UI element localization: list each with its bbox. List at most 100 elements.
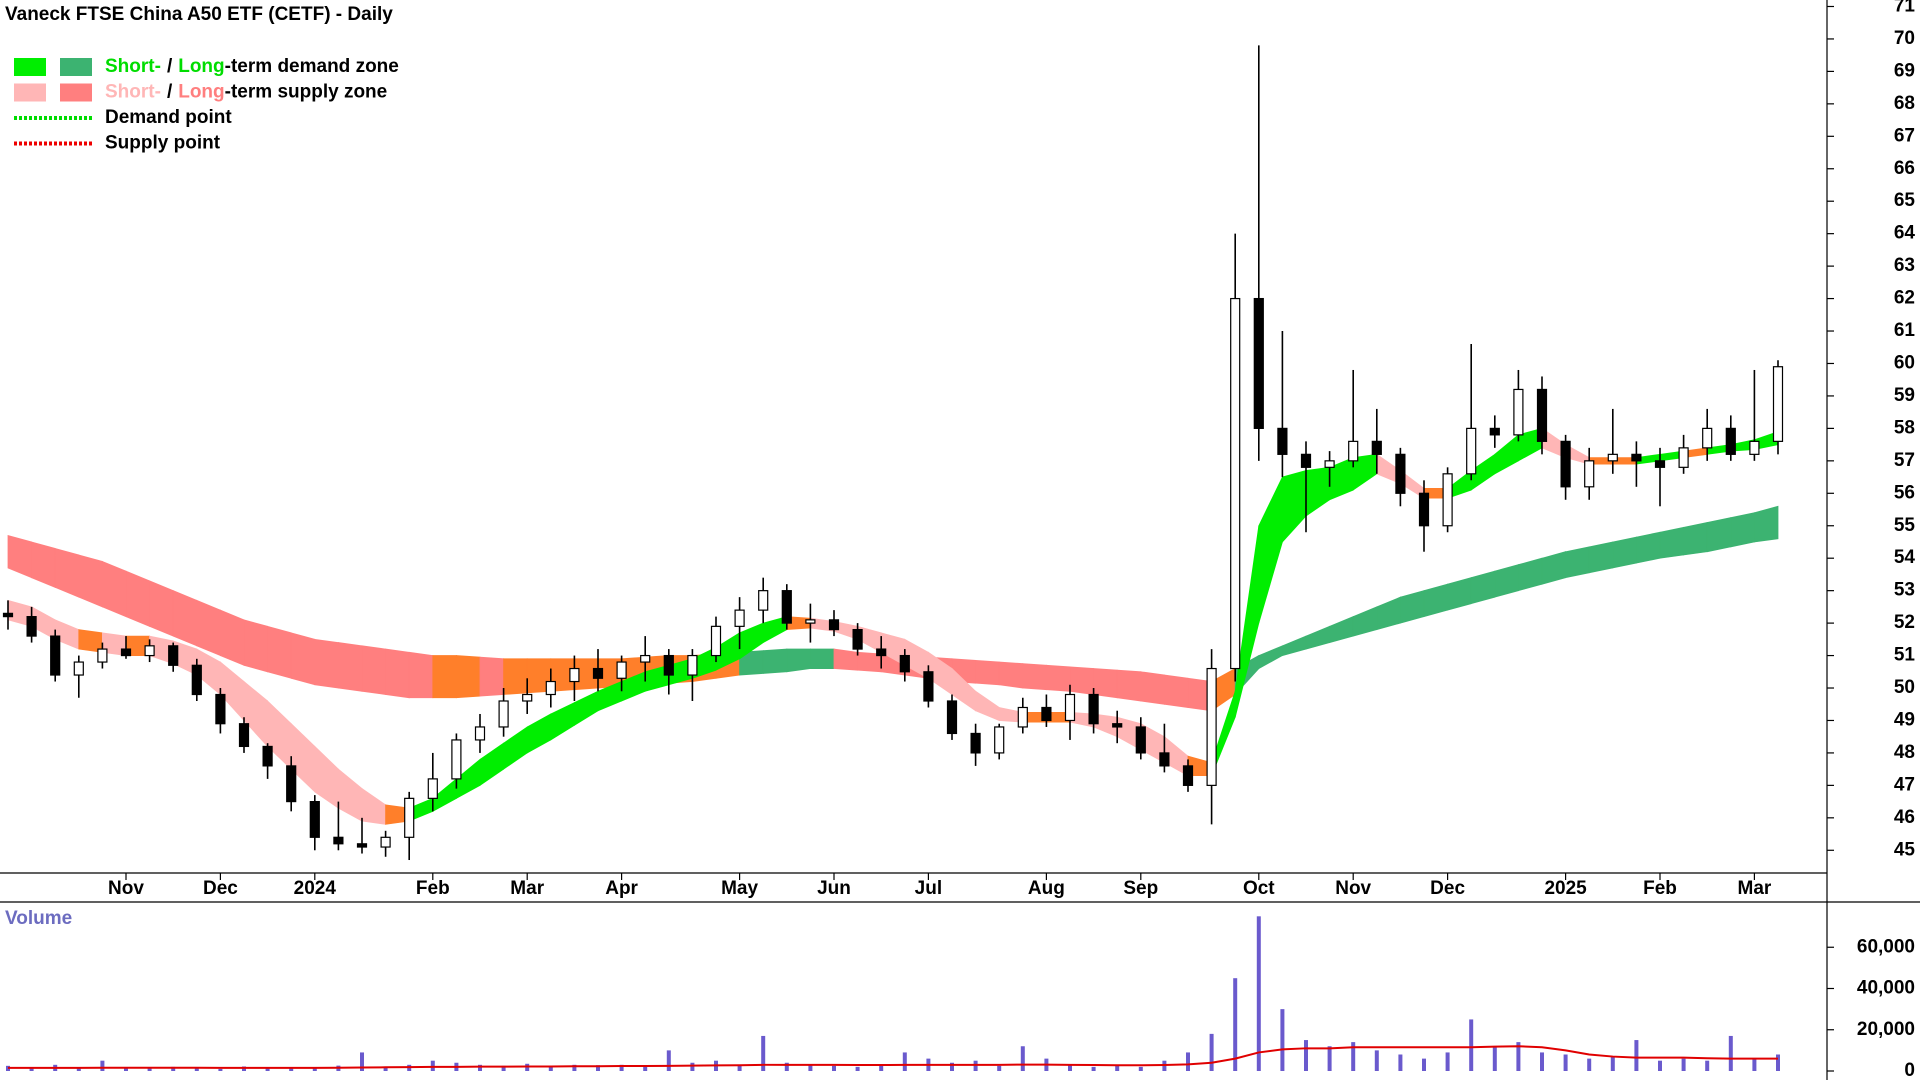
long-zone-segment bbox=[337, 642, 363, 692]
volume-bar bbox=[289, 1067, 294, 1071]
legend-label: Short- / Long-term supply zone bbox=[105, 82, 387, 103]
long-zone-segment bbox=[243, 619, 269, 673]
volume-bar bbox=[1610, 1056, 1615, 1071]
volume-bar bbox=[29, 1067, 34, 1071]
x-tick-label: Jul bbox=[915, 878, 942, 899]
candle-body bbox=[1230, 297, 1241, 670]
volume-title: Volume bbox=[5, 908, 72, 929]
volume-bar bbox=[619, 1064, 624, 1071]
volume-bar bbox=[1091, 1066, 1096, 1071]
long-zone-segment bbox=[219, 609, 245, 666]
legend-swatch bbox=[60, 58, 92, 76]
candle-body bbox=[687, 654, 698, 676]
chart-title: Vaneck FTSE China A50 ETF (CETF) - Daily bbox=[5, 4, 393, 25]
volume-bar bbox=[761, 1035, 766, 1071]
candle-body bbox=[1182, 765, 1194, 786]
candle-body bbox=[710, 625, 722, 657]
volume-bar bbox=[312, 1068, 317, 1071]
candle-body bbox=[474, 726, 486, 741]
legend-text-part: / bbox=[167, 82, 173, 103]
candle-body bbox=[1607, 453, 1618, 462]
y-tick-label: 46 bbox=[1894, 807, 1915, 828]
x-tick-label: 2025 bbox=[1544, 878, 1587, 899]
long-zone-segment bbox=[1046, 664, 1071, 692]
legend-label: Demand point bbox=[105, 107, 232, 128]
candle-body bbox=[1088, 693, 1099, 725]
volume-bar bbox=[1705, 1060, 1710, 1071]
long-zone-segment bbox=[149, 580, 174, 637]
y-tick-label: 51 bbox=[1894, 645, 1916, 666]
y-tick-label: 54 bbox=[1894, 547, 1916, 568]
candle-body bbox=[876, 648, 887, 657]
volume-bar bbox=[100, 1060, 105, 1071]
long-zone-segment bbox=[290, 632, 316, 686]
x-tick-label: May bbox=[721, 878, 758, 899]
volume-bar bbox=[1115, 1065, 1120, 1071]
y-tick-label: 47 bbox=[1894, 774, 1915, 795]
volume-bar bbox=[1233, 978, 1238, 1071]
volume-bar bbox=[1752, 1058, 1757, 1071]
long-zone-segment bbox=[1093, 668, 1118, 699]
volume-bar bbox=[194, 1067, 199, 1071]
candle-body bbox=[1395, 453, 1406, 494]
candle-body bbox=[522, 693, 533, 702]
volume-bar bbox=[950, 1062, 954, 1071]
legend-text-part: Demand point bbox=[105, 107, 232, 128]
volume-average-line bbox=[8, 1045, 1778, 1069]
long-zone-segment bbox=[408, 651, 434, 699]
volume-bar bbox=[643, 1065, 648, 1071]
candle-body bbox=[640, 654, 651, 663]
volume-bar bbox=[832, 1065, 836, 1071]
long-zone-segment bbox=[1588, 541, 1614, 574]
candle-body bbox=[168, 645, 179, 666]
volume-bar bbox=[1492, 1046, 1497, 1071]
y-tick-label: 53 bbox=[1894, 580, 1915, 601]
y-tick-label: 45 bbox=[1894, 839, 1916, 860]
long-zone-segment bbox=[1140, 671, 1165, 705]
candle-body bbox=[1678, 447, 1689, 468]
candle-body bbox=[1725, 427, 1736, 455]
y-tick-label: 58 bbox=[1894, 417, 1915, 438]
candle-body bbox=[1159, 752, 1170, 767]
volume-bar bbox=[1563, 1054, 1568, 1071]
long-zone-segment bbox=[1636, 531, 1661, 564]
candle-body bbox=[1654, 460, 1666, 468]
y-tick-label: 56 bbox=[1894, 482, 1915, 503]
candle-body bbox=[380, 836, 391, 848]
long-zone-segment bbox=[1706, 517, 1732, 553]
legend-text-part: Supply point bbox=[105, 133, 221, 154]
candle-body bbox=[97, 648, 108, 663]
candle-body bbox=[852, 628, 863, 650]
candle-body bbox=[191, 664, 202, 696]
y-tick-label: 50 bbox=[1894, 677, 1915, 698]
candle-body bbox=[805, 619, 816, 624]
long-zone-segment bbox=[125, 570, 151, 627]
volume-bar bbox=[690, 1062, 695, 1071]
long-zone-segment bbox=[810, 648, 835, 669]
candle-body bbox=[592, 667, 604, 679]
y-tick-label: 67 bbox=[1894, 125, 1915, 146]
volume-bar bbox=[855, 1066, 860, 1071]
candle-body bbox=[1324, 460, 1335, 468]
long-zone-segment bbox=[1565, 546, 1590, 579]
volume-bar bbox=[1516, 1042, 1521, 1071]
volume-bar bbox=[902, 1052, 907, 1071]
candle-body bbox=[970, 732, 981, 754]
long-zone-segment bbox=[975, 660, 1000, 686]
candle-body bbox=[1041, 706, 1052, 722]
y-tick-label: 66 bbox=[1894, 158, 1915, 179]
volume-bar bbox=[1304, 1040, 1308, 1071]
candle-body bbox=[73, 661, 84, 676]
legend-text-part: Short- bbox=[105, 82, 161, 103]
x-tick-label: 2024 bbox=[294, 878, 337, 899]
volume-bar bbox=[383, 1066, 388, 1071]
y-tick-label: 71 bbox=[1894, 0, 1916, 17]
x-tick-label: Mar bbox=[1738, 878, 1772, 899]
y-tick-label: 57 bbox=[1894, 450, 1915, 471]
volume-bar bbox=[1374, 1050, 1379, 1071]
volume-bar bbox=[1587, 1058, 1592, 1071]
long-zone-segment bbox=[432, 655, 457, 699]
volume-bar bbox=[1681, 1058, 1686, 1071]
volume-bar bbox=[737, 1064, 742, 1071]
long-zone-segment bbox=[385, 648, 410, 699]
